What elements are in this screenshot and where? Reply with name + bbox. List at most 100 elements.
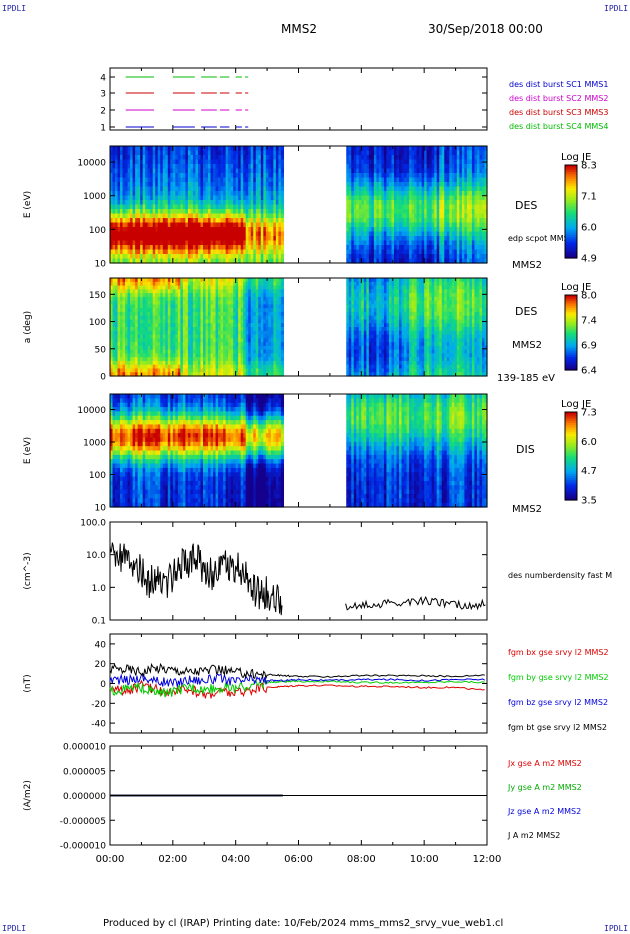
heatmap-cell	[373, 213, 378, 219]
heatmap-cell	[208, 204, 212, 210]
heatmap-cell	[353, 186, 357, 192]
heatmap-cell	[152, 278, 156, 283]
heatmap-cell	[416, 204, 420, 210]
heatmap-cell	[416, 182, 420, 188]
heatmap-cell	[260, 296, 264, 302]
heatmap-cell	[187, 372, 192, 377]
heatmap-cell	[213, 195, 217, 201]
heatmap-cell	[197, 227, 202, 233]
heatmap-cell	[476, 218, 481, 224]
heatmap-cell	[378, 159, 383, 165]
heatmap-cell	[363, 227, 367, 233]
heatmap-cell	[190, 159, 194, 165]
heatmap-cell	[218, 254, 222, 260]
heatmap-cell	[394, 204, 398, 210]
heatmap-cell	[404, 218, 408, 224]
heatmap-cell	[258, 315, 262, 321]
heatmap-cell	[278, 195, 282, 201]
heatmap-cell	[245, 222, 249, 228]
heatmap-cell	[122, 258, 126, 264]
heatmap-cell	[185, 195, 189, 201]
heatmap-cell	[278, 218, 282, 224]
heatmap-cell	[275, 177, 279, 183]
heatmap-cell	[243, 177, 247, 183]
heatmap-cell	[230, 278, 234, 283]
heatmap-cell	[356, 173, 360, 179]
heatmap-cell	[160, 236, 164, 242]
heatmap-cell	[366, 204, 370, 210]
heatmap-cell	[165, 173, 169, 179]
heatmap-cell	[441, 240, 445, 246]
heatmap-cell	[205, 150, 209, 156]
heatmap-cell	[180, 334, 184, 339]
heatmap-cell	[142, 249, 146, 255]
heatmap-cell	[386, 173, 390, 179]
heatmap-cell	[147, 349, 151, 354]
heatmap-cell	[132, 168, 136, 174]
heatmap-cell	[371, 218, 375, 224]
heatmap-cell	[414, 254, 418, 260]
heatmap-cell	[439, 222, 443, 228]
heatmap-cell	[441, 254, 445, 260]
heatmap-cell	[238, 285, 242, 290]
heatmap-cell	[152, 200, 156, 206]
heatmap-cell	[165, 182, 169, 188]
heatmap-cell	[140, 327, 144, 332]
heatmap-cell	[220, 278, 224, 283]
heatmap-cell	[147, 300, 151, 305]
heatmap-cell	[117, 296, 121, 302]
heatmap-cell	[135, 319, 139, 324]
heatmap-cell	[273, 227, 277, 233]
heatmap-cell	[235, 289, 239, 294]
heatmap-cell	[197, 281, 202, 287]
heatmap-cell	[167, 245, 171, 251]
heatmap-cell	[363, 204, 367, 210]
heatmap-cell	[180, 368, 184, 373]
heatmap-cell	[476, 245, 481, 251]
heatmap-cell	[200, 353, 204, 358]
heatmap-cell	[135, 240, 139, 246]
heatmap-cell	[140, 338, 144, 343]
heatmap-cell	[130, 330, 134, 336]
heatmap-cell	[185, 258, 189, 264]
heatmap-cell	[175, 227, 179, 233]
heatmap-cell	[253, 227, 257, 233]
heatmap-cell	[348, 254, 352, 260]
heatmap-cell	[383, 213, 388, 219]
heatmap-cell	[426, 249, 430, 255]
heatmap-cell	[162, 349, 166, 354]
heatmap-cell	[416, 173, 420, 179]
heatmap-cell	[233, 345, 237, 351]
heatmap-cell	[120, 349, 124, 354]
heatmap-cell	[187, 330, 192, 336]
heatmap-cell	[353, 173, 357, 179]
heatmap-cell	[197, 213, 202, 219]
heatmap-cell	[112, 338, 116, 343]
heatmap-cell	[197, 372, 202, 377]
heatmap-cell	[145, 254, 149, 260]
heatmap-cell	[396, 209, 400, 215]
heatmap-cell	[250, 150, 254, 156]
heatmap-cell	[280, 164, 285, 170]
heatmap-cell	[202, 315, 207, 321]
heatmap-cell	[205, 245, 209, 251]
heatmap-cell	[190, 368, 194, 373]
heatmap-cell	[172, 345, 176, 351]
heatmap-cell	[263, 218, 267, 224]
heatmap-cell	[399, 182, 403, 188]
heatmap-cell	[353, 191, 357, 197]
heatmap-cell	[135, 186, 139, 192]
heatmap-cell	[484, 218, 488, 224]
heatmap-cell	[215, 258, 219, 264]
heatmap-cell	[182, 258, 186, 264]
heatmap-cell	[135, 360, 139, 366]
heatmap-cell	[268, 240, 272, 246]
heatmap-cell	[240, 258, 244, 264]
heatmap-cell	[230, 159, 234, 165]
heatmap-cell	[273, 164, 277, 170]
heatmap-cell	[177, 330, 181, 336]
heatmap-cell	[182, 222, 186, 228]
heatmap-cell	[210, 342, 214, 347]
heatmap-cell	[258, 342, 262, 347]
heatmap-cell	[140, 289, 144, 294]
